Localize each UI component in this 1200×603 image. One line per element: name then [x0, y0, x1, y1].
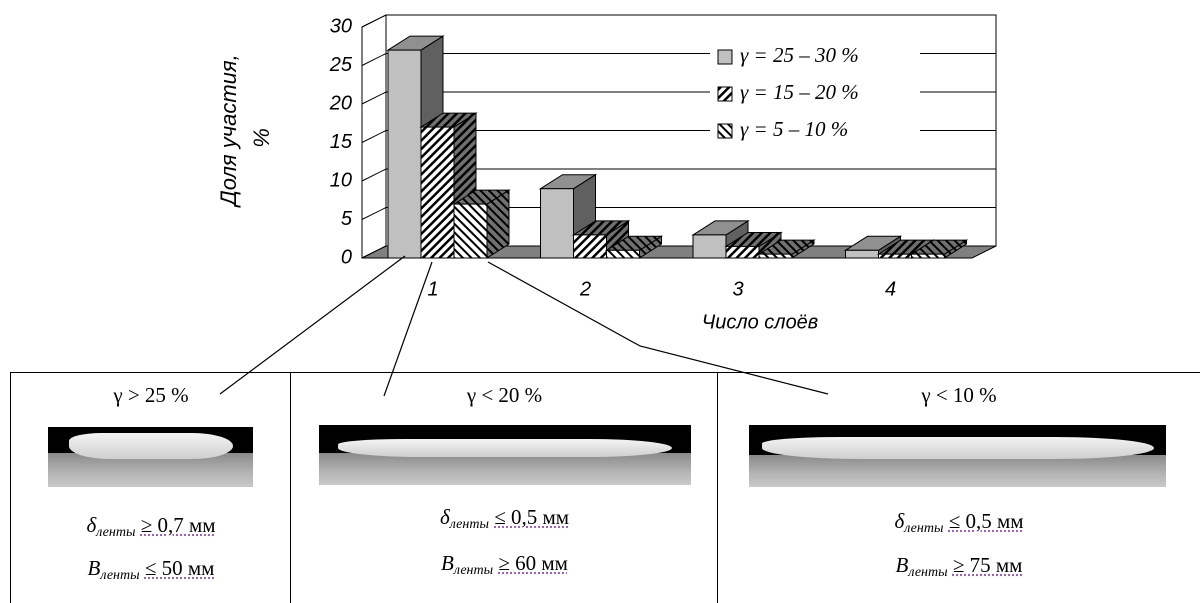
y-tick-label: 15 — [330, 131, 353, 153]
bar-front — [846, 250, 879, 258]
bar-front — [421, 127, 454, 258]
y-tick-label: 20 — [329, 92, 352, 114]
symbol: δ — [86, 513, 96, 537]
y-tick-label: 10 — [330, 169, 352, 191]
subscript: ленты — [904, 521, 943, 536]
panel-header: γ > 25 % — [11, 383, 291, 408]
y-tick-label: 25 — [329, 54, 353, 76]
bar-front — [912, 254, 945, 258]
symbol: δ — [894, 509, 904, 533]
panel: γ < 20 % δленты ≤ 0,5 мм Bленты ≥ 60 мм — [290, 372, 718, 603]
y-tick-label: 30 — [330, 15, 352, 37]
formula: δленты ≤ 0,5 мм — [718, 509, 1200, 537]
formula: δленты ≥ 0,7 мм — [11, 513, 291, 541]
subscript: ленты — [908, 565, 947, 580]
symbol: B — [88, 556, 101, 580]
bar-front — [574, 235, 607, 258]
relation: ≥ 60 мм — [498, 551, 568, 575]
photo — [749, 425, 1166, 487]
bar-front — [726, 246, 759, 258]
y-axis-label: % — [249, 128, 274, 148]
subscript: ленты — [454, 563, 493, 578]
legend-label: γ = 25 – 30 % — [740, 43, 859, 67]
legend-label: γ = 5 – 10 % — [740, 117, 848, 141]
relation: ≤ 0,5 мм — [949, 509, 1024, 533]
x-tick-label: 2 — [579, 278, 591, 300]
photo — [319, 425, 691, 485]
subscript: ленты — [96, 525, 135, 540]
symbol: B — [441, 551, 454, 575]
formula: δленты ≤ 0,5 мм — [291, 505, 718, 533]
x-tick-label: 4 — [885, 278, 896, 300]
y-axis-label: Доля участия, — [216, 54, 241, 209]
panel-header: γ < 10 % — [718, 383, 1200, 408]
x-axis-label: Число слоёв — [702, 311, 819, 333]
bar-front — [607, 250, 640, 258]
symbol: δ — [440, 505, 450, 529]
y-tick-label: 5 — [341, 208, 353, 230]
subscript: ленты — [100, 568, 139, 583]
y-tick-label: 0 — [341, 246, 352, 268]
bar-front — [454, 204, 487, 258]
bar-front — [879, 254, 912, 258]
legend-swatch — [718, 50, 732, 64]
panel: γ > 25 % δленты ≥ 0,7 мм Bленты ≤ 50 мм — [10, 372, 291, 603]
bar-front — [693, 235, 726, 258]
relation: ≤ 50 мм — [145, 556, 215, 580]
formula: Bленты ≥ 75 мм — [718, 553, 1200, 581]
x-tick-label: 3 — [732, 278, 743, 300]
subscript: ленты — [450, 517, 489, 532]
legend-label: γ = 15 – 20 % — [740, 80, 859, 104]
relation: ≥ 0,7 мм — [141, 513, 216, 537]
bar-front — [388, 50, 421, 258]
chart: Доля участия, % Число слоёв 0 5 10 15 20 25 30… — [0, 0, 1200, 372]
panel: γ < 10 % δленты ≤ 0,5 мм Bленты ≥ 75 мм — [717, 372, 1200, 603]
formula: Bленты ≤ 50 мм — [11, 556, 291, 584]
panel-header: γ < 20 % — [291, 383, 718, 408]
bar-front — [541, 189, 574, 258]
page: Доля участия, % Число слоёв 0 5 10 15 20 25 30… — [0, 0, 1200, 603]
x-tick-label: 1 — [427, 278, 438, 300]
photo — [48, 427, 253, 487]
symbol: B — [896, 553, 909, 577]
bar — [454, 190, 509, 258]
bar-front — [759, 254, 792, 258]
legend-swatch — [718, 124, 732, 138]
formula: Bленты ≥ 60 мм — [291, 551, 718, 579]
relation: ≥ 75 мм — [953, 553, 1023, 577]
legend-swatch — [718, 87, 732, 101]
relation: ≤ 0,5 мм — [494, 505, 569, 529]
